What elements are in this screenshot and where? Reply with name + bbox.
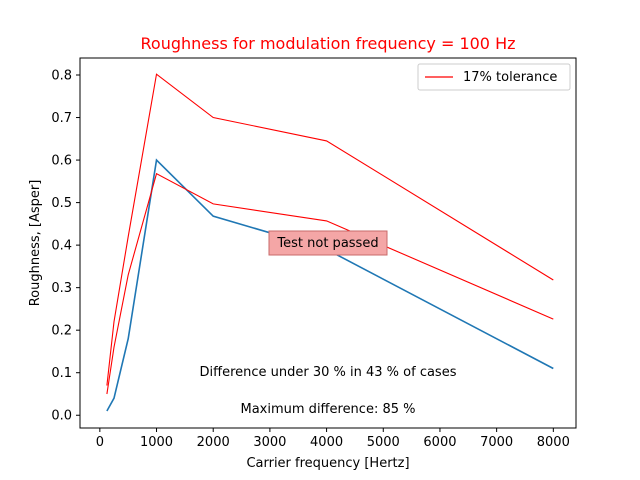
difference-summary-text: Difference under 30 % in 43 % of cases: [200, 365, 457, 380]
x-tick-label: 2000: [197, 435, 230, 450]
legend: 17% tolerance: [417, 63, 571, 91]
y-tick-label: 0.6: [51, 154, 72, 169]
y-tick-label: 0.0: [51, 409, 72, 424]
legend-frame: [417, 63, 571, 91]
y-tick-label: 0.3: [51, 281, 72, 296]
y-axis-label: Roughness, [Asper]: [28, 180, 43, 307]
x-axis-label: Carrier frequency [Hertz]: [246, 456, 409, 471]
y-tick-label: 0.2: [51, 324, 72, 339]
x-tick-label: 7000: [480, 435, 513, 450]
y-tick-label: 0.7: [51, 111, 72, 126]
legend-label-tolerance: 17% tolerance: [463, 70, 557, 85]
y-tick-label: 0.4: [51, 239, 72, 254]
x-tick-label: 0: [96, 435, 104, 450]
test-status-box: Test not passed: [268, 230, 388, 256]
x-tick-label: 1000: [140, 435, 173, 450]
x-tick-label: 3000: [253, 435, 286, 450]
test-status-text: Test not passed: [276, 236, 378, 251]
x-tick-label: 5000: [367, 435, 400, 450]
chart-title: Roughness for modulation frequency = 100…: [141, 34, 516, 53]
x-tick-label: 8000: [537, 435, 570, 450]
series-line-tolerance-upper: [106, 73, 554, 386]
test-status-background: [268, 230, 388, 256]
plot-frame: [79, 57, 577, 429]
series-line-tolerance-lower: [106, 172, 554, 395]
y-tick-label: 0.8: [51, 69, 72, 84]
y-axis-ticks: 0.0 0.1 0.2 0.3 0.4 0.5 0.6 0.7 0.8: [51, 69, 80, 424]
x-tick-label: 4000: [310, 435, 343, 450]
y-tick-label: 0.5: [51, 196, 72, 211]
x-tick-label: 6000: [423, 435, 456, 450]
x-axis-ticks: 0 1000 2000 3000 4000 5000 6000 7000 8000: [96, 428, 570, 450]
max-difference-text: Maximum difference: 85 %: [241, 402, 416, 417]
y-tick-label: 0.1: [51, 366, 72, 381]
